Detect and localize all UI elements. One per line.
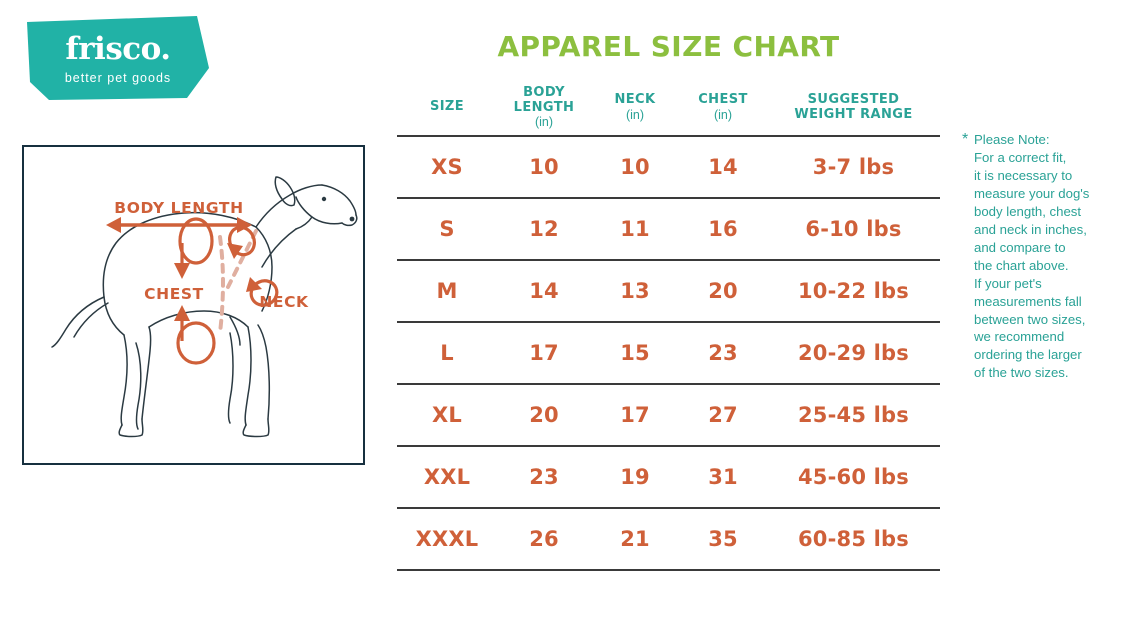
chest-label: CHEST (144, 285, 204, 303)
cell-body-length: 12 (529, 217, 559, 241)
cell-weight: 20-29 lbs (797, 341, 909, 365)
column-header-size-label: SIZE (429, 99, 465, 115)
cell-body-length: 17 (529, 341, 559, 365)
cell-neck: 21 (620, 527, 650, 551)
column-header-body-length-line2: LENGTH (513, 99, 575, 115)
table-header-row: SIZE BODY LENGTH (in) NECK (in) CHEST (i… (397, 80, 940, 136)
cell-body-length: 10 (529, 155, 559, 179)
table-row: L 17 15 23 20-29 lbs (397, 322, 940, 384)
column-header-body-length-line1: BODY (523, 84, 565, 100)
cell-size: XXL (423, 465, 471, 489)
chest-arrow-up (174, 305, 190, 321)
cell-body-length: 23 (529, 465, 559, 489)
column-header-chest-label: CHEST (698, 92, 748, 108)
body-length-label: BODY LENGTH (114, 199, 243, 217)
cell-neck: 13 (620, 279, 650, 303)
cell-weight: 25-45 lbs (797, 403, 909, 427)
asterisk-icon: * (962, 131, 969, 148)
cell-body-length: 20 (529, 403, 559, 427)
column-header-chest-unit: (in) (713, 107, 733, 122)
column-header-chest: CHEST (in) (679, 80, 767, 136)
please-note-text: Please Note: For a correct fit, it is ne… (974, 132, 1090, 381)
column-header-neck-label: NECK (614, 92, 656, 108)
column-header-neck-unit: (in) (625, 107, 645, 122)
cell-chest: 35 (708, 527, 738, 551)
page-title: APPAREL SIZE CHART (497, 30, 840, 63)
neck-arrow-upper (227, 243, 243, 259)
table-body: XS 10 10 14 3-7 lbs S 12 11 16 6-10 lbs M 14 13 20 10-… (397, 136, 940, 570)
chest-arrow-down (174, 263, 190, 279)
cell-neck: 11 (620, 217, 650, 241)
table-row: XS 10 10 14 3-7 lbs (397, 136, 940, 198)
cell-size: S (439, 217, 455, 241)
cell-chest: 14 (708, 155, 738, 179)
cell-size: M (436, 279, 458, 303)
apparel-size-table: SIZE BODY LENGTH (in) NECK (in) CHEST (i… (397, 80, 940, 571)
table-row: XXL 23 19 31 45-60 lbs (397, 446, 940, 508)
cell-chest: 31 (708, 465, 738, 489)
table-row: XXXL 26 21 35 60-85 lbs (397, 508, 940, 570)
column-header-body-length: BODY LENGTH (in) (497, 80, 591, 136)
cell-size: XL (432, 403, 462, 427)
cell-weight: 3-7 lbs (812, 155, 895, 179)
cell-size: XS (431, 155, 463, 179)
body-length-arrow (106, 217, 252, 233)
neck-label: NECK (259, 293, 309, 311)
cell-chest: 27 (708, 403, 738, 427)
cell-weight: 10-22 lbs (797, 279, 909, 303)
cell-neck: 15 (620, 341, 650, 365)
cell-body-length: 26 (529, 527, 559, 551)
column-header-size: SIZE (397, 80, 497, 136)
table-header: SIZE BODY LENGTH (in) NECK (in) CHEST (i… (397, 80, 940, 136)
frisco-logo: frisco. better pet goods (27, 16, 209, 100)
cell-size: L (440, 341, 454, 365)
cell-chest: 16 (708, 217, 738, 241)
dog-measurement-diagram: BODY LENGTH CHEST NECK (22, 145, 365, 465)
column-header-body-length-unit: (in) (534, 115, 554, 130)
column-header-suggested-weight-range: SUGGESTED WEIGHT RANGE (767, 80, 940, 136)
column-header-suggested-line2: WEIGHT RANGE (794, 106, 913, 122)
cell-neck: 17 (620, 403, 650, 427)
column-header-suggested-line1: SUGGESTED (807, 91, 900, 107)
table-row: M 14 13 20 10-22 lbs (397, 260, 940, 322)
cell-chest: 23 (708, 341, 738, 365)
cell-size: XXXL (415, 527, 479, 551)
cell-body-length: 14 (529, 279, 559, 303)
cell-weight: 6-10 lbs (805, 217, 902, 241)
logo-banner-shape (27, 16, 209, 100)
neck-arrow-lower (246, 277, 262, 292)
table-row: S 12 11 16 6-10 lbs (397, 198, 940, 260)
please-note-block: * Please Note: For a correct fit, it is … (962, 131, 1130, 382)
cell-weight: 60-85 lbs (797, 527, 909, 551)
cell-neck: 19 (620, 465, 650, 489)
table-row: XL 20 17 27 25-45 lbs (397, 384, 940, 446)
cell-neck: 10 (620, 155, 650, 179)
neck-dashed-guide (226, 229, 258, 289)
cell-chest: 20 (708, 279, 738, 303)
column-header-neck: NECK (in) (591, 80, 679, 136)
dog-body-outline (51, 176, 358, 438)
chest-dashed-guide (218, 235, 225, 335)
dog-illustration: BODY LENGTH CHEST NECK (51, 176, 358, 438)
cell-weight: 45-60 lbs (797, 465, 909, 489)
